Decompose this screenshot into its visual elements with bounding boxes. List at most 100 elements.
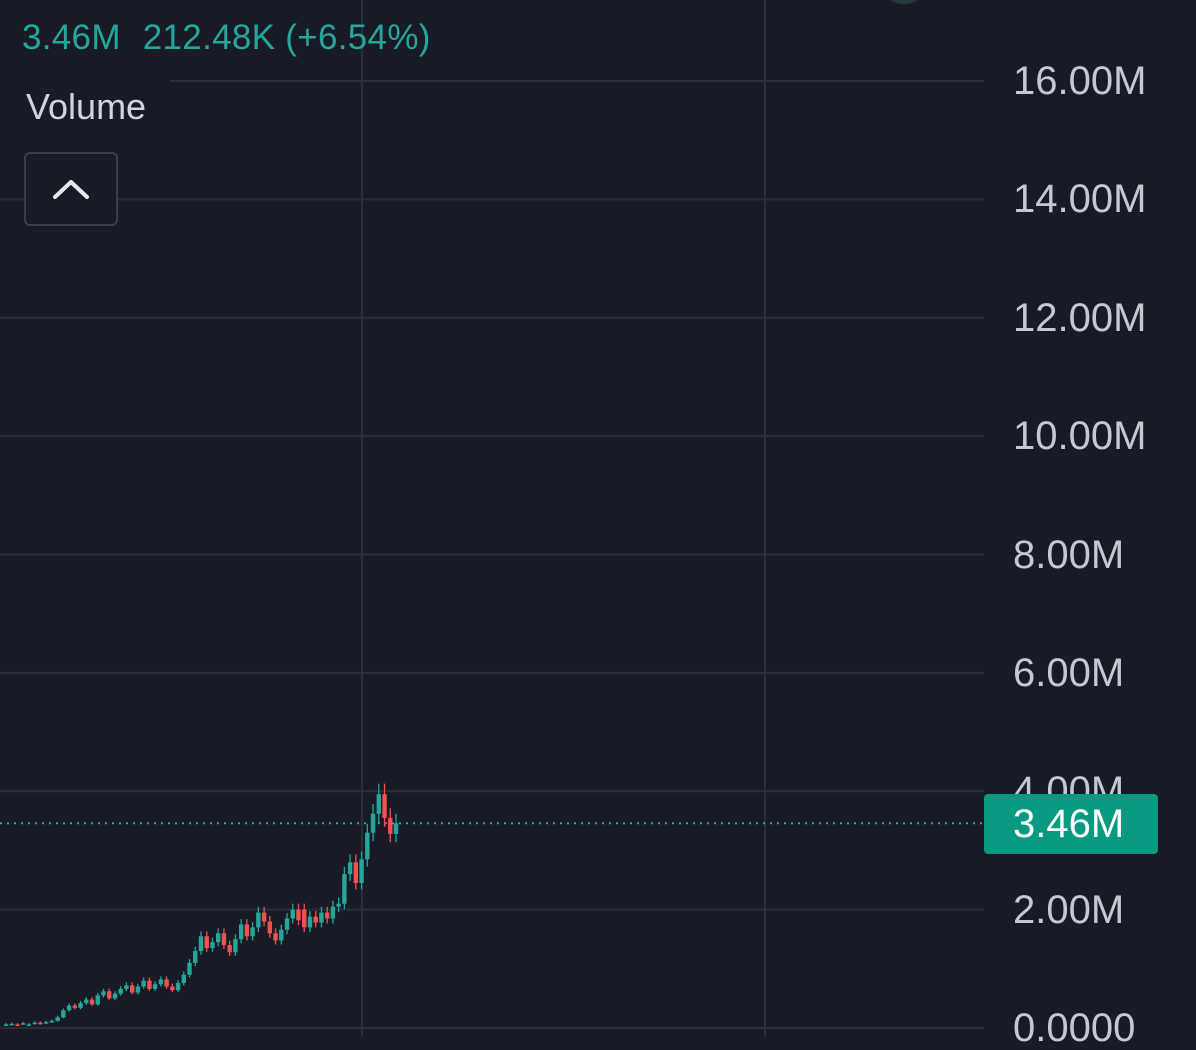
candle[interactable] <box>38 1021 43 1025</box>
candle[interactable] <box>359 851 364 890</box>
candle-body <box>129 985 135 993</box>
candle-body <box>164 979 169 987</box>
y-tick-label: 16.00M <box>1013 59 1147 103</box>
candles[interactable] <box>3 783 399 1026</box>
candle[interactable] <box>181 971 186 986</box>
candle[interactable] <box>342 866 347 910</box>
candle-body <box>26 1024 32 1026</box>
candle[interactable] <box>221 928 227 950</box>
candle[interactable] <box>118 986 123 996</box>
candle[interactable] <box>129 982 135 995</box>
candle[interactable] <box>49 1019 55 1023</box>
candle-body <box>233 939 238 953</box>
candle[interactable] <box>84 997 89 1005</box>
candle[interactable] <box>89 997 95 1006</box>
candle[interactable] <box>324 906 330 924</box>
candle[interactable] <box>250 922 255 941</box>
candle-body <box>324 912 330 919</box>
candle[interactable] <box>107 988 112 1001</box>
candle-body <box>330 906 336 919</box>
candle[interactable] <box>376 783 381 823</box>
candle[interactable] <box>296 903 301 926</box>
candle[interactable] <box>3 1023 9 1026</box>
candle[interactable] <box>284 912 290 935</box>
candle[interactable] <box>313 911 318 928</box>
candle[interactable] <box>72 1003 78 1010</box>
candle[interactable] <box>147 977 152 992</box>
candle[interactable] <box>21 1021 26 1025</box>
candle[interactable] <box>216 928 221 947</box>
candle-body <box>135 986 141 993</box>
legend-change: 212.48K (+6.54%) <box>142 18 431 57</box>
candle[interactable] <box>353 854 359 890</box>
candle-body <box>359 859 364 883</box>
y-tick-label: 2.00M <box>1013 887 1125 932</box>
candle[interactable] <box>141 977 146 989</box>
candle-body <box>170 986 175 991</box>
candle[interactable] <box>61 1008 66 1019</box>
candle-body <box>336 903 341 907</box>
candle-body <box>204 936 209 949</box>
candle[interactable] <box>55 1015 60 1022</box>
candle-body <box>382 794 387 818</box>
candle-body <box>32 1022 37 1025</box>
candle[interactable] <box>210 937 215 952</box>
candle-body <box>152 984 158 989</box>
candle-body <box>307 916 313 928</box>
candle[interactable] <box>336 897 341 913</box>
candle[interactable] <box>95 992 100 1006</box>
candle[interactable] <box>78 1000 83 1010</box>
candle[interactable] <box>112 991 118 1001</box>
candle[interactable] <box>175 980 181 993</box>
candle[interactable] <box>227 940 232 956</box>
candle[interactable] <box>307 911 313 932</box>
candle-body <box>84 999 89 1004</box>
candle[interactable] <box>135 983 141 995</box>
y-tick-label: 6.00M <box>1013 650 1125 695</box>
candle[interactable] <box>15 1023 20 1026</box>
candle[interactable] <box>244 919 250 941</box>
candle[interactable] <box>273 928 278 945</box>
candle[interactable] <box>204 931 209 952</box>
candle[interactable] <box>382 783 387 827</box>
candle[interactable] <box>193 946 198 967</box>
candle[interactable] <box>26 1023 32 1026</box>
candle[interactable] <box>164 976 169 989</box>
candle[interactable] <box>170 983 175 993</box>
candle[interactable] <box>290 903 295 924</box>
candle[interactable] <box>393 813 399 843</box>
candle[interactable] <box>370 803 376 842</box>
candle[interactable] <box>9 1022 14 1026</box>
candle[interactable] <box>187 959 192 978</box>
candle[interactable] <box>256 906 261 932</box>
candle[interactable] <box>330 900 336 924</box>
candle[interactable] <box>365 823 370 867</box>
candle[interactable] <box>319 906 324 928</box>
candle[interactable] <box>158 976 164 987</box>
candle-body <box>227 945 232 953</box>
candle[interactable] <box>388 808 393 843</box>
candle[interactable] <box>233 934 238 956</box>
candle-body <box>124 985 129 989</box>
candle[interactable] <box>279 924 284 945</box>
candle[interactable] <box>267 916 273 938</box>
candle[interactable] <box>152 981 158 992</box>
candle[interactable] <box>238 919 244 944</box>
candle[interactable] <box>124 982 129 992</box>
scroll-indicator-icon[interactable] <box>884 0 924 4</box>
candle[interactable] <box>32 1021 37 1025</box>
candle-body <box>319 912 324 923</box>
collapse-button[interactable] <box>24 152 118 226</box>
candle-body <box>353 862 359 883</box>
candle-body <box>250 927 255 937</box>
candle-body <box>302 909 307 928</box>
candle[interactable] <box>198 931 204 955</box>
candle[interactable] <box>302 903 307 932</box>
candle[interactable] <box>347 854 353 881</box>
candle[interactable] <box>43 1020 49 1025</box>
candle[interactable] <box>261 906 267 927</box>
candle[interactable] <box>101 988 106 998</box>
candle-body <box>72 1005 78 1008</box>
candle[interactable] <box>66 1003 72 1012</box>
